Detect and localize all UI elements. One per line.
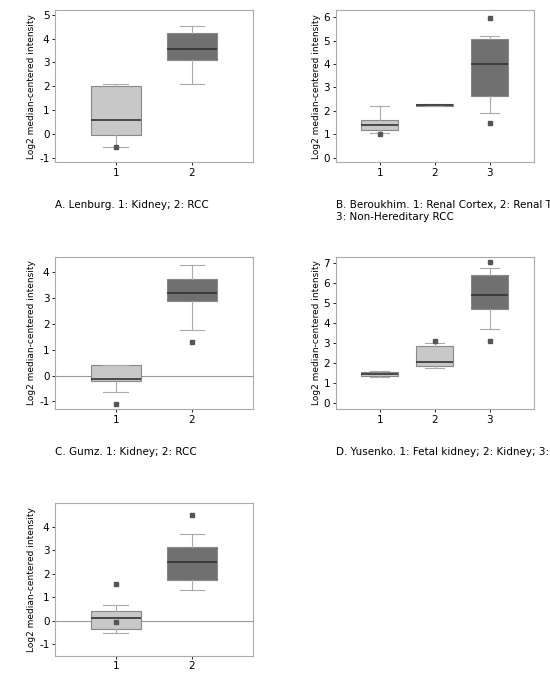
Text: B. Beroukhim. 1: Renal Cortex, 2: Renal Tissue;
3: Non-Hereditary RCC: B. Beroukhim. 1: Renal Cortex, 2: Renal …: [336, 201, 550, 222]
Y-axis label: Log2 median-centered intensity: Log2 median-centered intensity: [312, 260, 321, 406]
Y-axis label: Log2 median-centered intensity: Log2 median-centered intensity: [28, 14, 36, 159]
PathPatch shape: [167, 279, 217, 301]
PathPatch shape: [167, 547, 217, 579]
Text: D. Yusenko. 1: Fetal kidney; 2: Kidney; 3: RCC: D. Yusenko. 1: Fetal kidney; 2: Kidney; …: [336, 447, 550, 457]
PathPatch shape: [167, 32, 217, 60]
Text: A. Lenburg. 1: Kidney; 2: RCC: A. Lenburg. 1: Kidney; 2: RCC: [55, 201, 209, 210]
PathPatch shape: [416, 104, 453, 106]
PathPatch shape: [471, 275, 508, 309]
PathPatch shape: [91, 610, 141, 629]
Y-axis label: Log2 median-centered intensity: Log2 median-centered intensity: [28, 260, 36, 406]
Y-axis label: Log2 median-centered intensity: Log2 median-centered intensity: [312, 14, 321, 159]
Text: C. Gumz. 1: Kidney; 2: RCC: C. Gumz. 1: Kidney; 2: RCC: [55, 447, 197, 457]
PathPatch shape: [416, 346, 453, 366]
PathPatch shape: [91, 364, 141, 381]
PathPatch shape: [361, 372, 398, 376]
Y-axis label: Log2 median-centered intensity: Log2 median-centered intensity: [28, 507, 36, 652]
PathPatch shape: [471, 39, 508, 95]
PathPatch shape: [361, 120, 398, 130]
PathPatch shape: [91, 87, 141, 135]
